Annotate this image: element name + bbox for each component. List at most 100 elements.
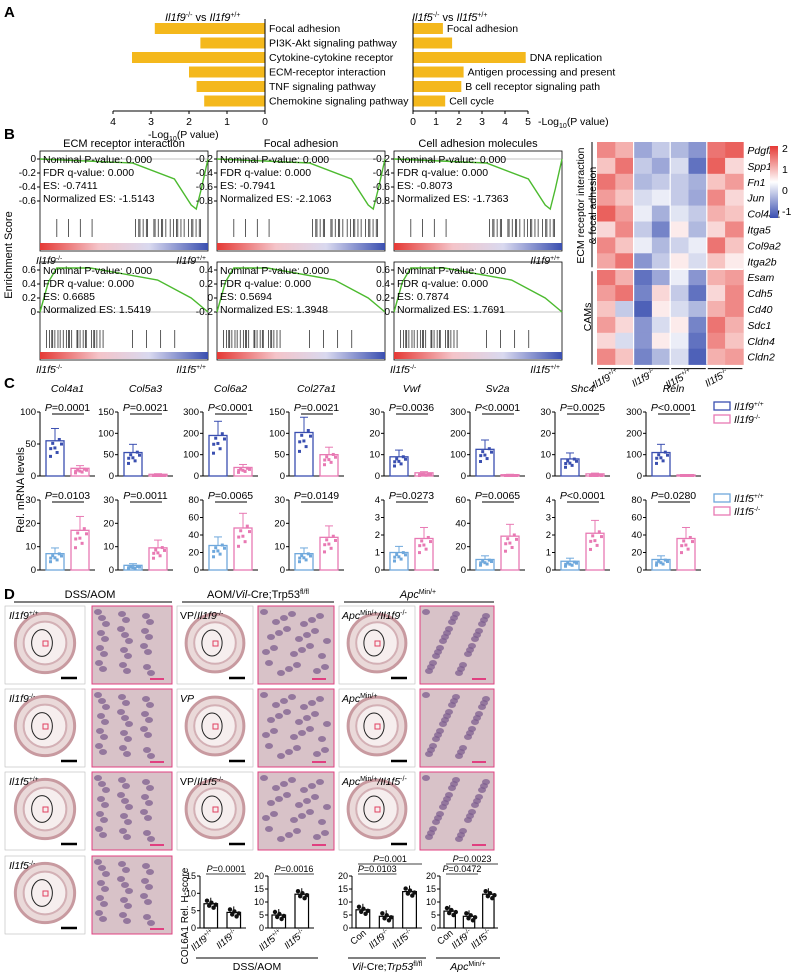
- hscore-datapoint: [295, 889, 301, 894]
- hscore-pvalue-val: =0.0472: [449, 864, 482, 874]
- gsea-stat-line: Normalized ES: -1.7363: [397, 193, 509, 205]
- a-left-term-label: Focal adhesion: [269, 23, 340, 35]
- d-tissue-label-main: VP: [180, 693, 194, 705]
- heatmap-cell: [706, 237, 726, 254]
- mrna-datapoint: [74, 546, 77, 550]
- mrna-datapoint: [160, 474, 164, 477]
- micro-nucleus: [99, 916, 107, 922]
- gsea-enrichment-curve: [39, 158, 209, 211]
- mrna-datapoint: [55, 558, 59, 562]
- mrna-pvalue-val: <0.0001: [658, 402, 696, 414]
- heatmap-cell: [688, 253, 708, 270]
- mrna-datapoint: [510, 474, 514, 477]
- hscore-pvalue-val: =0.0001: [213, 864, 246, 874]
- a-right-tick-label: 5: [525, 116, 531, 128]
- mrna-datapoint: [663, 558, 667, 562]
- mrna-datapoint: [399, 557, 403, 561]
- legend-swatch: [713, 414, 731, 424]
- micro-nucleus: [318, 819, 326, 825]
- heatmap-cell: [615, 142, 634, 159]
- mrna-datapoint: [74, 469, 78, 473]
- micro-nucleus: [478, 787, 486, 793]
- a-left-term-label: PI3K-Akt signaling pathway: [269, 38, 398, 50]
- micro-nucleus: [147, 836, 155, 842]
- gsea-enrichment-curve: [39, 267, 209, 313]
- mrna-datapoint: [661, 562, 665, 566]
- mrna-datapoint: [682, 539, 686, 543]
- gsea-stat-line: Normalized ES: 1.3948: [220, 304, 328, 316]
- mrna-ytick-label: 0: [194, 565, 199, 576]
- mrna-gene-title: Sv2a: [486, 383, 510, 395]
- mrna-datapoint: [60, 554, 63, 558]
- micro-nucleus: [123, 668, 131, 674]
- tissue-inner: [22, 703, 68, 749]
- heatmap-cell: [688, 348, 708, 365]
- mrna-ytick-label: 100: [98, 428, 114, 439]
- a-right-bar: [413, 81, 462, 92]
- d-tissue-label-main: Il1f9: [9, 693, 29, 705]
- micro-nucleus: [95, 826, 103, 832]
- gsea-stat-line: Normalized ES: -2.1063: [220, 193, 332, 205]
- mrna-datapoint: [57, 552, 61, 556]
- tissue-section: [176, 605, 254, 685]
- micro-nucleus: [275, 796, 283, 802]
- mrna-plot: Col27a1 0 50 100 150 P=0.0021: [269, 383, 344, 482]
- mrna-datapoint: [82, 467, 86, 471]
- micro-nucleus: [267, 634, 275, 640]
- micro-nucleus: [425, 668, 433, 674]
- a-left-bar: [196, 81, 265, 92]
- gsea-right-label-sup: +/+: [550, 255, 560, 262]
- micro-nucleus: [313, 668, 321, 674]
- d-tissue-label: ApcMin/+/Il1f5-/-: [341, 776, 407, 788]
- mrna-pvalue-val: =0.0065: [482, 490, 520, 502]
- mrna-ytick-label: 1: [546, 548, 551, 559]
- mrna-datapoint: [133, 566, 137, 570]
- mrna-datapoint: [309, 554, 312, 558]
- mrna-datapoint: [49, 556, 53, 560]
- heatmap-cell: [725, 332, 744, 349]
- mrna-pvalue: P=0.0025: [560, 402, 605, 414]
- micro-nucleus: [270, 645, 278, 651]
- d-header-label: DSS/AOM: [65, 589, 116, 601]
- hscore-pvalue: P=0.0472: [443, 864, 482, 874]
- mrna-gene-title: Col4a1: [51, 383, 84, 395]
- mrna-datapoint: [80, 541, 84, 545]
- gsea-stat-line: Normalized ES: 1.7691: [397, 304, 505, 316]
- gsea-title: ECM receptor interaction: [63, 138, 185, 150]
- heatmap-gene-label: Cdh5: [747, 288, 772, 300]
- mrna-bar: [208, 434, 228, 477]
- heatmap-cell: [670, 173, 689, 190]
- mrna-ytick-label: 0: [546, 471, 551, 482]
- mrna-plot: Reln 0 100 200 300 P<0.0001: [626, 383, 701, 482]
- mrna-datapoint: [160, 546, 164, 550]
- hscore-plot: 05101520ConIl1f9-/-Il1f5-/-P=0.0023P=0.0…: [426, 854, 498, 952]
- a-right-bar: [413, 95, 446, 107]
- d-label-sup: Min/+: [360, 610, 377, 617]
- legend-label-main: Il1f9: [734, 414, 754, 426]
- d-label-main: Apc: [341, 776, 361, 788]
- micro-nucleus: [318, 736, 326, 742]
- mrna-ytick-label: 200: [626, 428, 642, 439]
- a-left-term-label: Chemokine signaling pathway: [269, 96, 409, 108]
- d-header-italic: Apc: [399, 589, 419, 601]
- heatmap-cell: [651, 157, 671, 175]
- mrna-pvalue-val: <0.0001: [482, 402, 520, 414]
- mrna-datapoint: [323, 550, 326, 554]
- micro-image: [257, 771, 335, 851]
- micro-nucleus: [97, 796, 105, 802]
- micro-nucleus: [290, 651, 298, 657]
- mrna-plot: Col6a2 0 100 200 300 P<0.0001: [183, 383, 258, 482]
- gsea-stat-line: ES: 0.5694: [220, 291, 272, 303]
- mrna-datapoint: [248, 530, 251, 534]
- micro-nucleus: [288, 611, 296, 617]
- hscore-ytick-label: 15: [426, 884, 436, 894]
- hscore-ytick-label: 0: [259, 923, 264, 933]
- gsea-ytick-label: 0: [384, 307, 390, 318]
- heatmap-cell: [597, 332, 616, 349]
- mrna-ytick-label: 80: [631, 495, 642, 506]
- mrna-datapoint: [420, 539, 424, 543]
- gsea-left-label: Il1f5-/-: [390, 364, 416, 376]
- micro-nucleus: [125, 721, 133, 727]
- mrna-datapoint: [214, 436, 218, 440]
- gsea-stat-line: ES: -0.8073: [397, 180, 453, 192]
